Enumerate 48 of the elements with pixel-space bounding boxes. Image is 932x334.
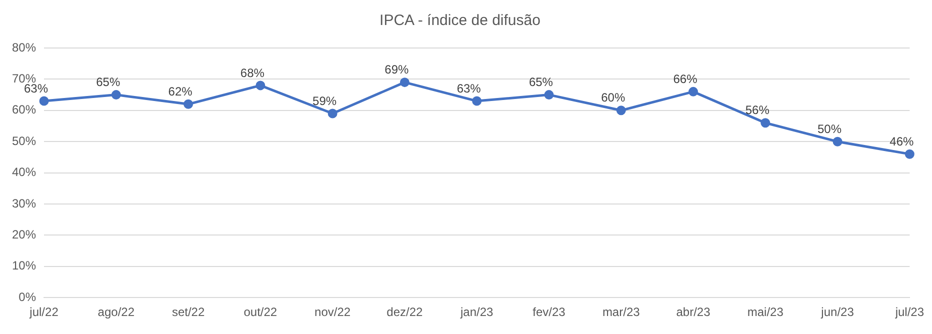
point [39, 96, 49, 106]
y-tick-label: 60% [12, 102, 36, 117]
x-tick-label: set/22 [172, 305, 205, 320]
point [544, 90, 554, 100]
y-tick-label: 0% [18, 290, 36, 304]
y-tick-label: 10% [12, 258, 36, 273]
point [400, 78, 410, 88]
x-tick-label: mar/23 [602, 305, 640, 320]
x-tick-label: jun/23 [820, 305, 854, 320]
point [111, 90, 121, 100]
text: 50% [818, 122, 842, 136]
x-tick-label: jan/23 [459, 305, 494, 320]
x-tick-label: out/22 [244, 305, 278, 320]
x-tick-label: abr/23 [676, 305, 711, 320]
text: 56% [745, 103, 770, 118]
text: 63% [24, 81, 48, 96]
x-tick-label: dez/22 [386, 305, 424, 320]
point [328, 108, 338, 118]
text: 62% [168, 84, 192, 98]
y-tick-label: 40% [12, 165, 36, 180]
x-tick-label: fev/23 [532, 305, 566, 320]
y-tick-label: 30% [12, 196, 36, 210]
text: 65% [528, 75, 553, 90]
chart-title: IPCA - índice de difusão [380, 12, 540, 30]
text: 66% [673, 72, 698, 86]
text: 46% [890, 134, 914, 148]
y-tick-label: 80% [12, 40, 36, 54]
x-tick-label: nov/22 [314, 305, 351, 320]
text: 63% [456, 81, 481, 96]
y-tick-label: 50% [12, 134, 36, 148]
text: 65% [96, 75, 120, 90]
x-tick-label: jul/22 [28, 305, 59, 320]
x-tick-label: jul/23 [894, 305, 924, 320]
x-tick-label: ago/22 [98, 305, 135, 320]
point [472, 96, 482, 106]
point [616, 106, 626, 116]
text: 60% [601, 90, 626, 105]
text: 68% [240, 66, 264, 80]
text: 69% [384, 62, 409, 77]
point [184, 99, 194, 109]
x-tick-label: mai/23 [747, 305, 784, 320]
point [832, 136, 842, 146]
y-tick-label: 20% [12, 228, 36, 242]
point [760, 118, 770, 128]
point [904, 149, 914, 159]
text: 59% [312, 94, 337, 108]
point [688, 86, 698, 96]
point [256, 80, 266, 90]
